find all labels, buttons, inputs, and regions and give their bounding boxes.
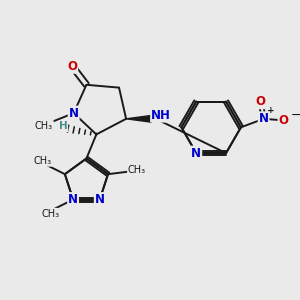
Text: O: O bbox=[256, 95, 266, 108]
Text: N: N bbox=[68, 193, 78, 206]
Text: CH₃: CH₃ bbox=[34, 156, 52, 166]
Text: H: H bbox=[58, 122, 67, 131]
Text: O: O bbox=[278, 114, 289, 127]
Text: CH₃: CH₃ bbox=[42, 209, 60, 219]
Text: N: N bbox=[259, 112, 269, 125]
Text: CH₃: CH₃ bbox=[128, 165, 146, 175]
Text: −: − bbox=[291, 109, 300, 122]
Text: +: + bbox=[267, 106, 274, 116]
Text: N: N bbox=[69, 106, 79, 120]
Text: N: N bbox=[191, 147, 201, 160]
Text: O: O bbox=[67, 60, 77, 73]
Polygon shape bbox=[126, 116, 152, 122]
Text: NH: NH bbox=[151, 109, 171, 122]
Text: CH₃: CH₃ bbox=[35, 121, 53, 131]
Text: N: N bbox=[95, 193, 105, 206]
